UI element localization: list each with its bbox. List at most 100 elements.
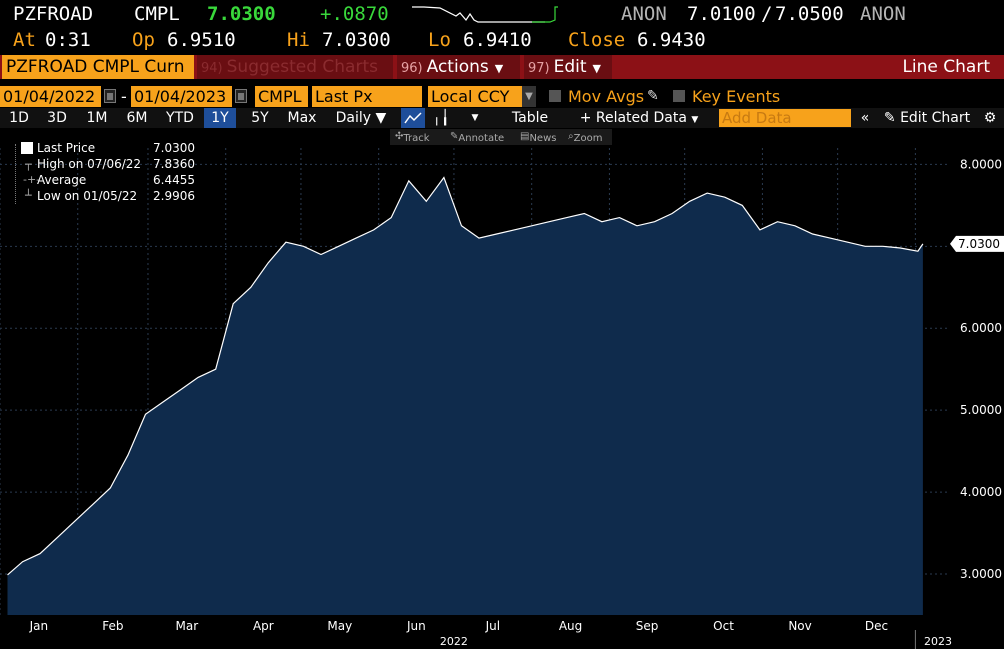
price-field-select[interactable]: Last Px <box>312 86 422 107</box>
legend-low-value: 2.9906 <box>153 189 195 203</box>
zoom-button[interactable]: ⌕ Zoom <box>568 131 603 144</box>
legend-high-value: 7.8360 <box>153 157 195 171</box>
legend-high: High on 07/06/22 7.8360 <box>37 157 195 173</box>
news-button[interactable]: ▤ News <box>520 131 557 144</box>
open-label: Op <box>132 29 155 51</box>
range-ytd-button[interactable]: YTD <box>166 110 194 126</box>
date-range-dash: - <box>121 87 127 106</box>
high-label: Hi <box>287 29 310 51</box>
mov-avgs-pencil-icon[interactable]: ✎ <box>647 88 659 104</box>
actions-label: Actions <box>426 57 489 77</box>
range-1m-button[interactable]: 1M <box>86 110 108 126</box>
quote-ticker[interactable]: PZFROAD <box>13 3 94 25</box>
frequency-select[interactable]: Daily ▼ <box>330 108 392 128</box>
suggested-charts-menu[interactable]: 94) Suggested Charts <box>197 55 393 79</box>
range-max-button[interactable]: Max <box>287 110 317 126</box>
end-date-field[interactable]: 01/04/2023 <box>131 86 232 107</box>
key-events-label[interactable]: Key Events <box>692 87 781 106</box>
range-3d-button[interactable]: 3D <box>47 110 67 126</box>
bid-source: ANON <box>621 3 667 25</box>
time-label: At <box>13 29 36 51</box>
collapse-left-icon[interactable]: « <box>860 110 870 126</box>
edit-caret-icon: ▼ <box>592 62 602 75</box>
edit-menu[interactable]: 97) Edit ▼ <box>524 55 612 79</box>
low-value: 6.9410 <box>463 29 532 51</box>
related-data-button[interactable]: + Related Data ▼ <box>570 108 708 128</box>
bid-ask-separator: / <box>761 3 773 25</box>
plus-icon: + <box>579 110 592 126</box>
track-label: Track <box>403 133 430 144</box>
chart-type-title: Line Chart <box>902 57 990 77</box>
legend-last-value: 7.0300 <box>153 141 195 155</box>
bar-chart-icon[interactable]: ╷╽ <box>432 110 450 126</box>
mov-avgs-checkbox[interactable] <box>549 90 561 102</box>
range-1d-button[interactable]: 1D <box>9 110 29 126</box>
quote-time: 0:31 <box>45 29 91 51</box>
average-marker-icon: -+- <box>23 173 41 186</box>
start-calendar-icon[interactable] <box>104 89 116 103</box>
key-events-checkbox[interactable] <box>673 90 685 102</box>
security-field[interactable]: PZFROAD CMPL Curn <box>2 55 194 79</box>
annotate-label: Annotate <box>458 133 505 144</box>
suggested-charts-number: 94) <box>201 61 223 76</box>
high-marker-icon: ┬ <box>25 158 32 171</box>
frequency-label: Daily <box>335 110 372 126</box>
close-label: Close <box>568 29 626 51</box>
edit-chart-button[interactable]: ✎ Edit Chart <box>880 108 974 128</box>
price-area <box>7 177 923 615</box>
x-tick-label: Oct <box>713 619 734 633</box>
sparkline <box>412 6 558 23</box>
price-line[interactable] <box>7 176 924 576</box>
low-marker-icon: ┴ <box>25 189 32 202</box>
edit-chart-pencil-icon: ✎ <box>883 110 896 126</box>
y-tick-label: 8.0000 <box>960 157 1002 171</box>
x-tick-label: Sep <box>636 619 659 633</box>
add-data-input[interactable] <box>719 109 851 127</box>
table-button[interactable]: Table <box>511 110 549 126</box>
chart-style-dropdown-icon[interactable]: ▼ <box>471 113 479 123</box>
line-chart-icon[interactable] <box>401 108 425 128</box>
x-tick-label: Nov <box>788 619 811 633</box>
range-5y-button[interactable]: 5Y <box>251 110 269 126</box>
legend-low-label: Low on 01/05/22 <box>37 189 138 203</box>
edit-number: 97) <box>528 61 550 76</box>
end-calendar-icon[interactable] <box>235 89 247 103</box>
chart-parameters: 01/04/2022 - 01/04/2023 CMPL Last Px Loc… <box>0 86 1004 107</box>
last-price-swatch[interactable] <box>21 142 33 154</box>
pricing-source-field[interactable]: CMPL <box>255 86 308 107</box>
chart-toolbar: 1D 3D 1M 6M YTD 1Y 5Y Max Daily ▼ ╷╽ ▼ T… <box>0 108 1004 128</box>
x-year-label: 2023 <box>924 635 952 648</box>
actions-number: 96) <box>401 61 423 76</box>
x-tick-label: Mar <box>176 619 199 633</box>
ask-source: ANON <box>860 3 906 25</box>
x-tick-label: Aug <box>559 619 582 633</box>
currency-select[interactable]: Local CCY <box>428 86 536 107</box>
news-label: News <box>529 133 557 144</box>
start-date-field[interactable]: 01/04/2022 <box>0 86 101 107</box>
y-tick-label: 4.0000 <box>960 485 1002 499</box>
legend-average-label: Average <box>37 173 87 187</box>
legend-high-label: High on 07/06/22 <box>37 157 142 171</box>
related-data-label: Related Data <box>595 110 687 126</box>
bid-price: 7.0100 <box>687 3 756 25</box>
gear-icon[interactable]: ⚙ <box>983 110 997 126</box>
open-value: 6.9510 <box>167 29 236 51</box>
range-6m-button[interactable]: 6M <box>126 110 148 126</box>
legend-low: Low on 01/05/22 2.9906 <box>37 189 195 205</box>
annotate-button[interactable]: ✎ Annotate <box>450 131 505 144</box>
currency-dropdown-icon[interactable]: ▼ <box>522 86 536 107</box>
range-1y-button[interactable]: 1Y <box>204 108 236 128</box>
chart-legend: Last Price 7.0300 ┬ High on 07/06/22 7.8… <box>5 140 195 208</box>
y-tick-label: 7.0000 <box>960 239 1002 253</box>
actions-menu[interactable]: 96) Actions ▼ <box>397 55 520 79</box>
close-value: 6.9430 <box>637 29 706 51</box>
low-label: Lo <box>428 29 451 51</box>
y-tick-label: 3.0000 <box>960 567 1002 581</box>
edit-chart-label: Edit Chart <box>900 110 971 126</box>
track-button[interactable]: ✣ Track <box>395 131 430 144</box>
actions-caret-icon: ▼ <box>494 62 504 75</box>
legend-average-value: 6.4455 <box>153 173 195 187</box>
last-value-marker <box>950 235 1004 252</box>
mov-avgs-label[interactable]: Mov Avgs <box>568 87 645 106</box>
chart-mini-toolbar: ✣ Track ✎ Annotate ▤ News ⌕ Zoom <box>390 129 612 145</box>
